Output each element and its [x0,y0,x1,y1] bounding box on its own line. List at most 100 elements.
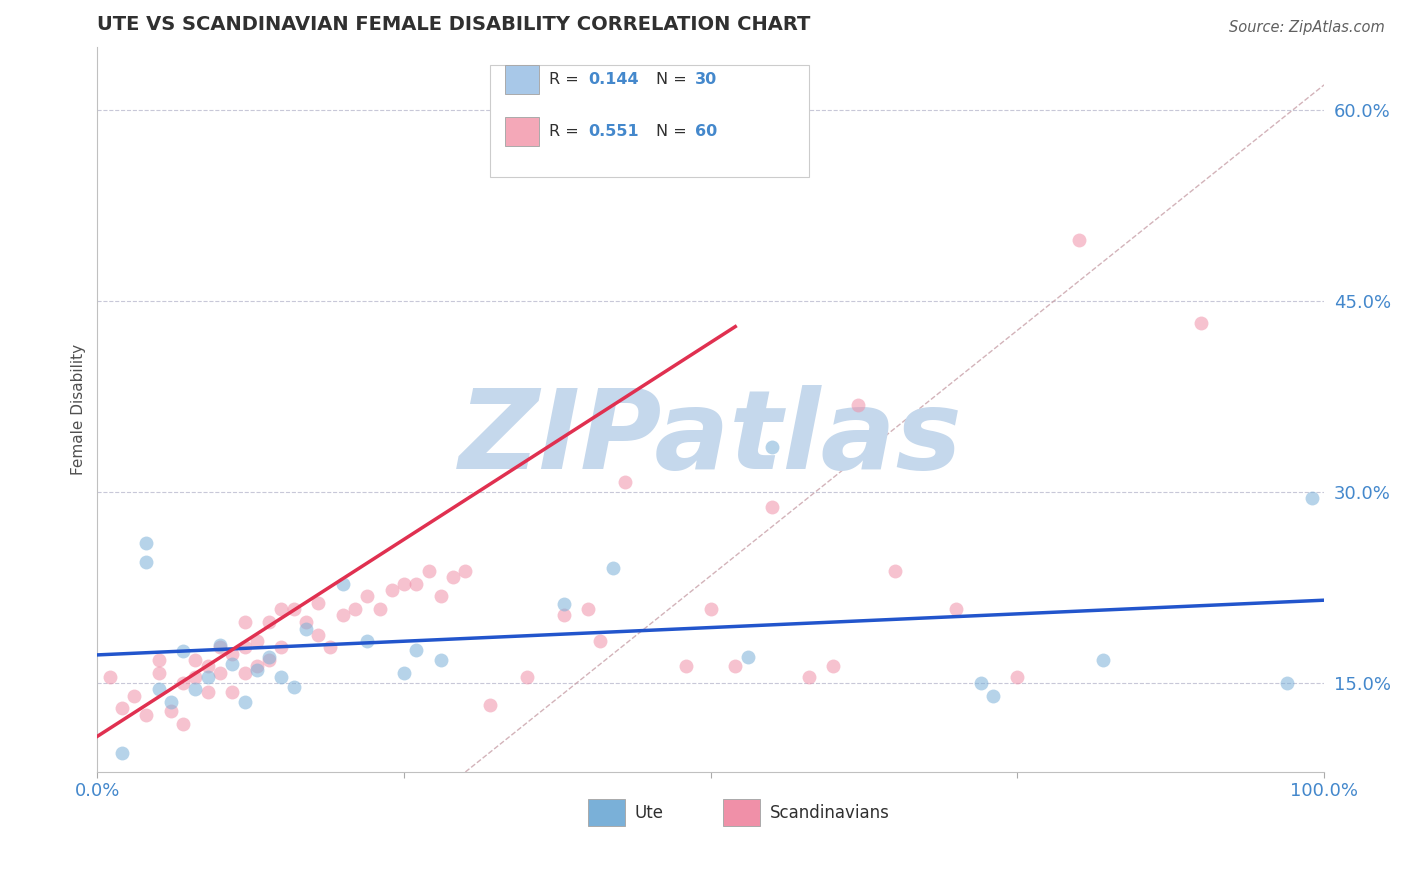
Point [307,596,329,610]
Text: Source: ZipAtlas.com: Source: ZipAtlas.com [1229,20,1385,35]
Point [969,676,991,690]
Point [1067,233,1090,247]
Text: R =: R = [548,71,583,87]
Point [246,659,269,673]
Point [98,669,121,683]
Point [270,602,292,616]
Point [257,653,280,667]
Point [283,602,305,616]
Point [1191,316,1213,330]
Point [135,707,157,722]
Point [197,659,219,673]
Point [761,500,783,515]
Point [160,704,183,718]
Point [197,685,219,699]
Point [148,682,170,697]
Point [392,576,415,591]
Point [392,665,415,680]
Point [172,676,194,690]
Point [332,608,354,623]
Point [381,582,404,597]
Text: ZIPatlas: ZIPatlas [458,384,963,491]
Point [160,695,183,709]
Point [700,602,723,616]
Point [553,608,575,623]
Text: Ute: Ute [634,804,664,822]
Point [797,669,820,683]
Text: UTE VS SCANDINAVIAN FEMALE DISABILITY CORRELATION CHART: UTE VS SCANDINAVIAN FEMALE DISABILITY CO… [97,15,811,34]
Point [257,650,280,665]
Point [257,615,280,629]
Point [233,695,256,709]
Point [1007,669,1029,683]
Point [172,716,194,731]
Point [332,576,354,591]
Text: R =: R = [548,124,583,139]
Point [368,602,391,616]
Point [246,663,269,677]
Point [823,659,845,673]
Point [589,634,612,648]
Point [111,701,134,715]
FancyBboxPatch shape [489,65,808,178]
Point [1092,653,1115,667]
Point [883,564,905,578]
Point [233,640,256,655]
Point [356,590,378,604]
FancyBboxPatch shape [723,799,759,826]
Point [430,590,453,604]
Point [405,642,427,657]
Point [208,640,231,655]
Point [343,602,366,616]
Point [675,659,697,673]
Point [221,657,243,671]
Point [602,561,624,575]
Point [172,644,194,658]
Text: N =: N = [655,124,692,139]
Point [576,602,599,616]
Point [283,680,305,694]
Point [221,685,243,699]
Point [135,555,157,569]
Point [233,615,256,629]
Point [319,640,342,655]
Point [846,399,869,413]
Text: 0.551: 0.551 [588,124,638,139]
Point [981,689,1004,703]
Point [184,682,207,697]
Point [516,669,538,683]
Point [307,627,329,641]
Point [1301,491,1323,506]
Point [737,650,759,665]
Text: 0.144: 0.144 [588,71,638,87]
Point [221,647,243,661]
Point [478,698,501,712]
Point [418,564,440,578]
Point [1277,676,1299,690]
Point [761,441,783,455]
FancyBboxPatch shape [588,799,624,826]
Text: 60: 60 [695,124,717,139]
Point [246,634,269,648]
Point [270,669,292,683]
Point [111,746,134,760]
Point [553,597,575,611]
Point [441,570,464,584]
Text: N =: N = [655,71,692,87]
Point [184,653,207,667]
Point [148,665,170,680]
Point [197,669,219,683]
Point [454,564,477,578]
Point [122,689,145,703]
FancyBboxPatch shape [505,65,538,94]
Point [148,653,170,667]
Point [233,665,256,680]
Point [945,602,967,616]
Point [135,536,157,550]
Point [724,659,747,673]
Point [208,665,231,680]
Y-axis label: Female Disability: Female Disability [72,343,86,475]
Point [356,634,378,648]
Point [613,475,636,489]
Point [270,640,292,655]
